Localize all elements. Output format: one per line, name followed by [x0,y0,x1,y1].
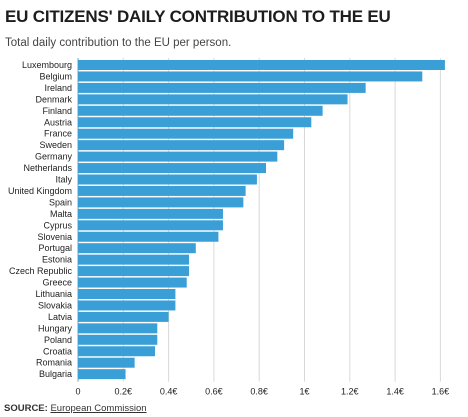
category-label: Lithuania [35,289,72,299]
category-label: Greece [42,278,72,288]
bar-luxembourg [78,60,445,70]
bar-austria [78,117,312,128]
x-tick-label: 0.2€ [115,387,133,397]
category-label: Netherlands [23,163,72,173]
bar-poland [78,334,158,345]
category-label: Italy [55,175,72,185]
bar-cyprus [78,220,223,231]
bar-czech-republic [78,266,189,277]
bar-malta [78,208,223,219]
bar-bulgaria [78,369,126,380]
category-label: Sweden [39,140,72,150]
category-label: Hungary [38,323,73,333]
bar-france [78,128,294,139]
bar-denmark [78,94,348,105]
category-label: Austria [44,117,72,127]
bar-hungary [78,323,158,334]
category-label: Belgium [39,71,72,81]
x-tick-label: 0.4€ [160,387,178,397]
bar-netherlands [78,163,266,174]
x-tick-label: 0.6€ [205,387,223,397]
bar-latvia [78,311,169,322]
bar-slovenia [78,231,219,242]
chart-subtitle: Total daily contribution to the EU per p… [5,37,232,49]
category-label: Slovakia [38,300,72,310]
category-label: Denmark [35,94,72,104]
bar-greece [78,277,187,288]
category-label: United Kingdom [8,186,72,196]
category-label: Cyprus [43,220,72,230]
category-label: France [44,129,72,139]
source-link[interactable]: European Commission [50,403,147,414]
bar-slovakia [78,300,176,311]
bar-lithuania [78,289,176,299]
bars [78,60,445,380]
category-label: Germany [35,152,73,162]
category-label: Finland [42,106,72,116]
category-label: Malta [50,209,72,219]
bar-estonia [78,254,189,265]
category-label: Czech Republic [9,266,73,276]
bar-croatia [78,346,156,357]
category-label: Bulgaria [39,369,72,379]
x-tick-label: 1.4€ [386,387,404,397]
bar-finland [78,105,323,116]
category-label: Croatia [43,346,72,356]
x-tick-label: 1€ [299,387,309,397]
x-tick-label: 0.8€ [250,387,268,397]
bar-italy [78,174,257,185]
category-label: Latvia [48,312,72,322]
bar-romania [78,357,135,368]
source-label: SOURCE: [4,403,48,414]
category-label: Poland [44,335,72,345]
bar-spain [78,197,244,208]
category-label: Ireland [44,83,72,93]
bar-belgium [78,71,423,82]
bar-germany [78,151,278,162]
category-label: Spain [49,197,72,207]
bar-united-kingdom [78,185,246,196]
category-label: Portugal [38,243,72,253]
bar-ireland [78,82,366,93]
x-axis-ticks: 0 0.2€ 0.4€ 0.6€ 0.8€ 1€ 1.2€ 1.4€ 1.6€ [75,387,449,397]
category-label: Slovenia [37,232,72,242]
category-label: Romania [36,358,72,368]
category-label: Estonia [42,255,72,265]
chart-title: EU CITIZENS' DAILY CONTRIBUTION TO THE E… [5,7,391,26]
x-tick-label: 1.6€ [432,387,450,397]
bar-sweden [78,140,285,151]
source-note: SOURCE: European Commission [4,403,147,414]
category-label: Luxembourg [22,60,72,70]
x-tick-label: 0 [75,387,80,397]
bar-portugal [78,243,196,254]
x-tick-label: 1.2€ [341,387,359,397]
